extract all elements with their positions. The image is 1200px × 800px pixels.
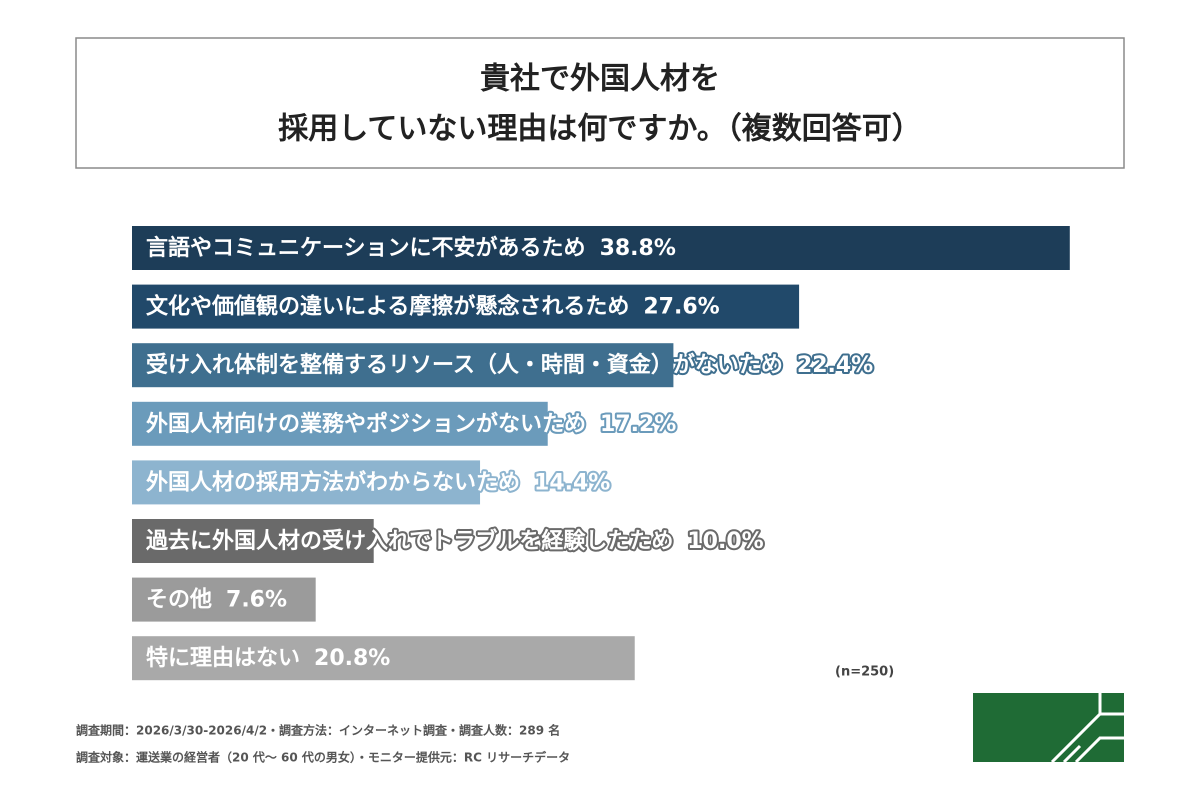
bar bbox=[132, 460, 481, 505]
category-label: 外国人材の採用方法がわからないため bbox=[146, 469, 520, 495]
bar bbox=[132, 636, 635, 681]
title-box bbox=[75, 37, 1125, 169]
logo bbox=[973, 693, 1124, 764]
chart-title: 採用していない理由は何ですか。（複数回答可） bbox=[278, 112, 922, 147]
bar bbox=[132, 226, 1070, 270]
footer: 調査期間：2026/3/30-2026/4/2・調査方法：インターネット調査・調… bbox=[76, 723, 560, 738]
sample-note: (n=250) bbox=[835, 665, 894, 680]
category-label: その他 bbox=[146, 588, 212, 613]
bar bbox=[132, 519, 374, 563]
value-label: 7.6% bbox=[226, 588, 287, 613]
category-label: 文化や価値観の違いによる摩擦が懸念されるため bbox=[146, 294, 629, 320]
value-label: 38.8% bbox=[600, 236, 676, 261]
value-label: 27.6% bbox=[643, 295, 719, 320]
bar bbox=[132, 401, 548, 446]
bar bbox=[132, 577, 316, 622]
chart-title: 貴社で外国人材を bbox=[480, 62, 720, 97]
bar bbox=[132, 343, 674, 388]
bar bbox=[132, 284, 800, 329]
category-label: 過去に外国人材の受け入れでトラブルを経験したため bbox=[146, 528, 673, 554]
footer: 調査対象：運送業の経営者（20 代〜 60 代の男女）・モニター提供元：RC リ… bbox=[76, 750, 570, 765]
category-label: 言語やコミュニケーションに不安があるため bbox=[146, 235, 586, 261]
value-label: 17.2% bbox=[600, 412, 676, 437]
category-label: 外国人材向けの業務やポジションがないため bbox=[146, 411, 586, 437]
category-label: 特に理由はない bbox=[146, 645, 300, 671]
value-label: 20.8% bbox=[314, 646, 390, 671]
category-label: 受け入れ体制を整備するリソース（人・時間・資金）がないため bbox=[146, 352, 783, 378]
value-label: 14.4% bbox=[534, 470, 610, 495]
value-label: 22.4% bbox=[797, 353, 873, 378]
value-label: 10.0% bbox=[687, 529, 763, 554]
